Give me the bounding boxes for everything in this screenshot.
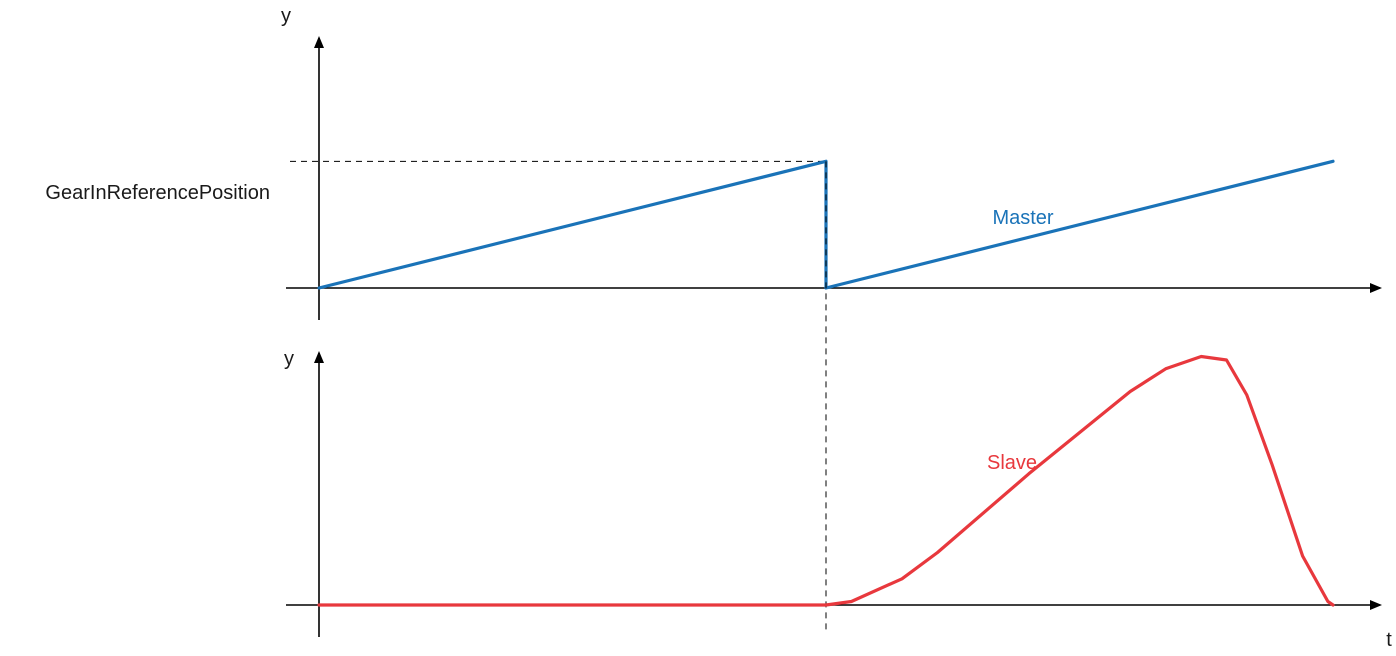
bottom-panel: y t Slave [284, 348, 1392, 651]
reference-label: GearInReferencePosition [45, 182, 270, 204]
master-series-group [317, 159, 1335, 290]
slave-line [317, 354, 1335, 607]
slave-series-group [317, 354, 1335, 607]
top-y-axis-label: y [281, 5, 291, 27]
master-series-label: Master [992, 207, 1053, 229]
master-line [317, 159, 1335, 290]
slave-series-label: Slave [987, 452, 1037, 474]
bottom-y-axis-label: y [284, 348, 294, 370]
bottom-x-axis-label: t [1386, 629, 1392, 651]
top-panel: y GearInReferencePosition Master [45, 5, 1382, 320]
